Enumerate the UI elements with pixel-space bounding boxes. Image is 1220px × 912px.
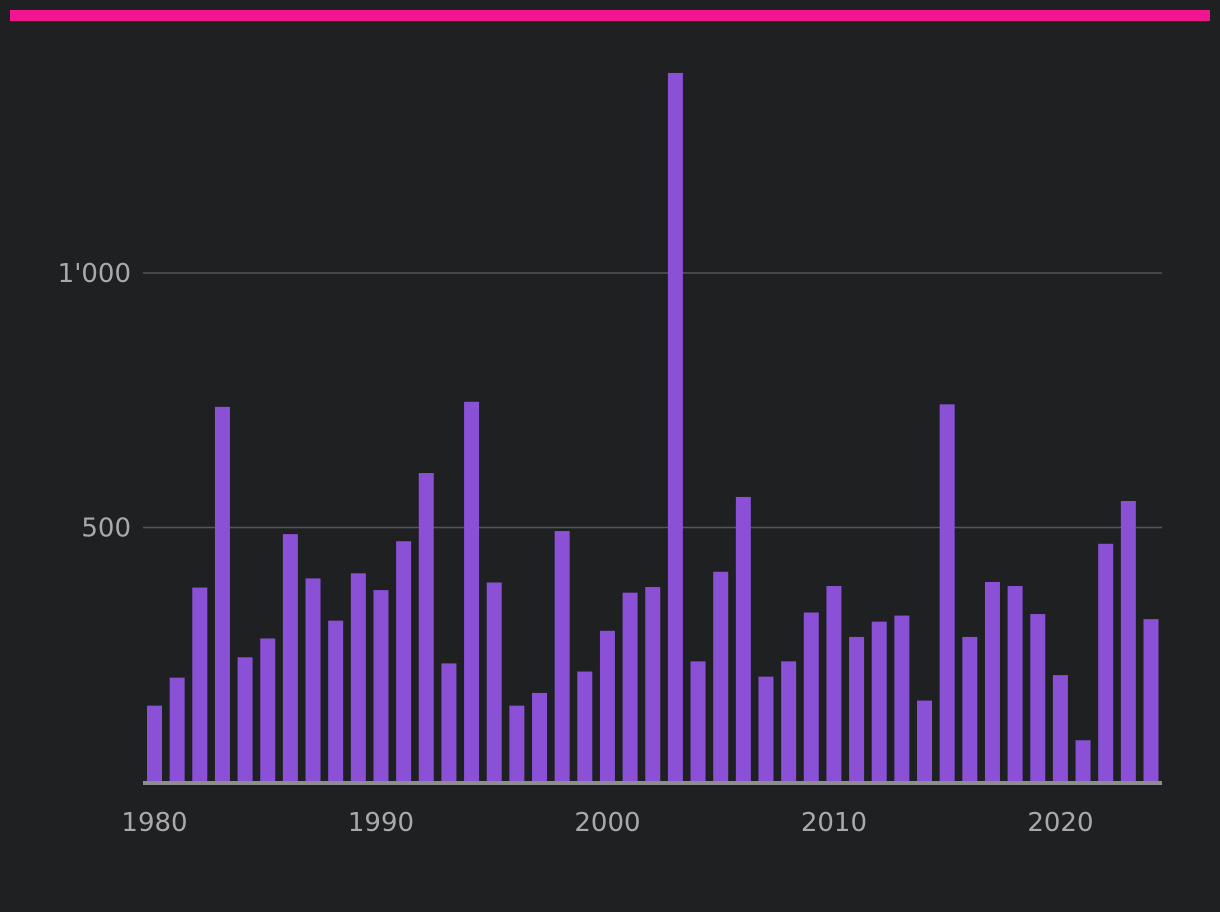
bar-2020 <box>1052 675 1068 782</box>
grid-lines <box>143 272 1162 529</box>
bar-1996 <box>509 705 525 782</box>
bar-2002 <box>645 587 661 782</box>
bar-2021 <box>1075 740 1091 782</box>
bar-1980 <box>147 705 162 782</box>
bar-1988 <box>328 620 344 782</box>
bar-2008 <box>781 661 797 782</box>
bar-2014 <box>917 700 933 782</box>
bar-1994 <box>464 401 480 782</box>
bar-1987 <box>305 578 321 782</box>
x-axis-tick-labels: 1980 1990 2000 2010 2020 <box>121 808 1093 838</box>
bar-1989 <box>350 573 366 782</box>
bar-2005 <box>713 571 729 782</box>
x-tick-label: 1990 <box>348 808 414 838</box>
bar-1984 <box>237 657 253 782</box>
bar-2007 <box>758 676 774 782</box>
bar-1995 <box>486 582 502 782</box>
bar-1983 <box>214 406 230 782</box>
bar-1981 <box>169 677 185 782</box>
bar-1993 <box>441 663 457 782</box>
bar-2017 <box>984 581 1000 782</box>
bar-2000 <box>599 630 615 782</box>
bar-2023 <box>1120 501 1136 782</box>
bars <box>147 72 1159 782</box>
bar-1985 <box>260 638 276 782</box>
y-tick-label: 1'000 <box>58 259 131 289</box>
x-tick-label: 2000 <box>574 808 640 838</box>
bar-2001 <box>622 592 638 782</box>
bar-2018 <box>1007 586 1023 782</box>
y-tick-label: 500 <box>81 514 131 544</box>
bar-2012 <box>871 621 887 782</box>
x-tick-label: 1980 <box>121 808 187 838</box>
bar-2004 <box>690 661 706 782</box>
bar-2015 <box>939 404 955 782</box>
bar-2006 <box>735 496 751 782</box>
bar-1992 <box>418 473 434 782</box>
bar-2013 <box>894 615 910 782</box>
bar-1986 <box>282 534 298 782</box>
bar-2011 <box>849 636 865 782</box>
bar-2010 <box>826 586 842 782</box>
bar-1999 <box>577 671 593 782</box>
accent-bar <box>10 10 1210 21</box>
y-axis-tick-labels: 500 1'000 <box>58 259 131 544</box>
bar-1982 <box>192 587 208 782</box>
bar-1990 <box>373 590 389 782</box>
bar-1998 <box>554 531 570 782</box>
bar-2009 <box>803 612 819 782</box>
x-tick-label: 2020 <box>1027 808 1093 838</box>
bar-2003 <box>667 72 683 782</box>
x-tick-label: 2010 <box>801 808 867 838</box>
bar-1991 <box>396 541 412 782</box>
bar-2024 <box>1143 619 1159 782</box>
bar-2022 <box>1098 543 1114 782</box>
bar-1997 <box>532 692 548 782</box>
bar-2016 <box>962 636 978 782</box>
bar-2019 <box>1030 614 1046 782</box>
